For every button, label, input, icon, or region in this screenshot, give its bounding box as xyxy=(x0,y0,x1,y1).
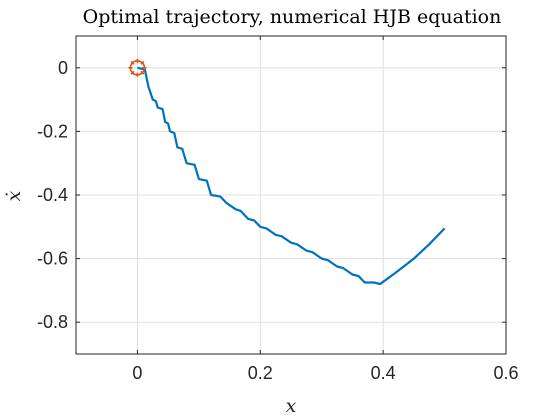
x-tick-label: 0.4 xyxy=(371,363,396,383)
start-point-spike xyxy=(140,70,145,75)
start-point-spike xyxy=(130,70,135,75)
y-tick-label: -0.6 xyxy=(37,249,68,269)
start-point-marker xyxy=(128,58,147,77)
start-point-spike xyxy=(130,60,135,65)
grid-layer xyxy=(76,36,507,354)
tick-layer: 0 0.2 0.4 0.6 0 -0.2 -0.4 -0.6 -0.8 xyxy=(37,36,519,383)
y-axis-label: ẋ xyxy=(3,190,25,201)
trajectory-line xyxy=(137,66,446,286)
chart-title: Optimal trajectory, numerical HJB equati… xyxy=(83,6,502,28)
x-tick-label: 0.6 xyxy=(493,363,518,383)
x-axis-label: x xyxy=(286,395,297,417)
x-tick-label: 0.2 xyxy=(248,363,273,383)
y-tick-label: -0.8 xyxy=(37,312,68,332)
y-tick-label: -0.4 xyxy=(37,185,68,205)
y-tick-label: -0.2 xyxy=(37,121,68,141)
y-tick-label: 0 xyxy=(58,58,68,78)
series-layer xyxy=(128,58,446,286)
start-point-spike xyxy=(140,60,145,65)
x-tick-label: 0 xyxy=(132,363,142,383)
